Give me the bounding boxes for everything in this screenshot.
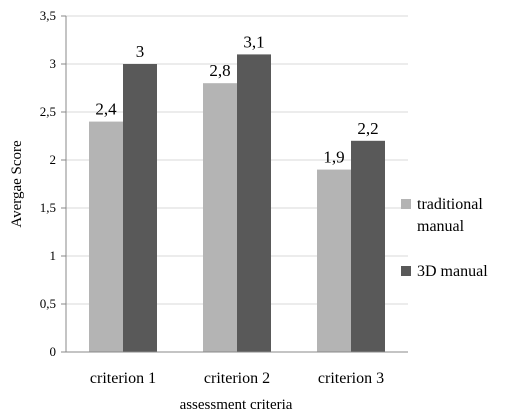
legend-label: 3D manual — [417, 263, 488, 280]
y-tick-label: 0 — [50, 344, 57, 359]
y-tick-label: 3,5 — [40, 8, 56, 23]
legend-swatch — [401, 266, 411, 276]
bar — [123, 64, 157, 352]
y-axis-label: Avergae Score — [9, 140, 25, 228]
x-tick-label: criterion 2 — [204, 370, 270, 387]
y-axis-ticks: 0 0,5 1 1,5 2 2,5 3 3,5 — [40, 8, 66, 359]
y-tick-label: 2,5 — [40, 104, 56, 119]
data-labels: 2,4 3 2,8 3,1 1,9 2,2 — [95, 32, 378, 166]
y-tick-label: 1,5 — [40, 200, 56, 215]
bar — [351, 140, 385, 352]
data-label: 3,1 — [243, 32, 264, 51]
legend: traditional manual 3D manual — [401, 196, 488, 280]
bar — [89, 121, 123, 352]
y-tick-label: 1 — [50, 248, 57, 263]
data-label: 2,8 — [209, 61, 230, 80]
x-tick-label: criterion 3 — [318, 370, 384, 387]
y-tick-label: 3 — [50, 56, 57, 71]
legend-label: traditional — [417, 196, 483, 213]
data-label: 1,9 — [323, 148, 344, 167]
x-axis-label: assessment criteria — [180, 397, 293, 413]
data-label: 3 — [136, 42, 145, 61]
data-label: 2,2 — [357, 119, 378, 138]
bars — [89, 54, 385, 353]
data-label: 2,4 — [95, 100, 117, 119]
bar — [317, 169, 351, 352]
legend-swatch — [401, 199, 411, 209]
x-axis-ticks: criterion 1 criterion 2 criterion 3 — [90, 370, 384, 387]
bar — [237, 54, 271, 353]
y-tick-label: 0,5 — [40, 296, 56, 311]
bar — [203, 83, 237, 352]
legend-label: manual — [417, 218, 465, 235]
x-tick-label: criterion 1 — [90, 370, 156, 387]
y-tick-label: 2 — [50, 152, 57, 167]
